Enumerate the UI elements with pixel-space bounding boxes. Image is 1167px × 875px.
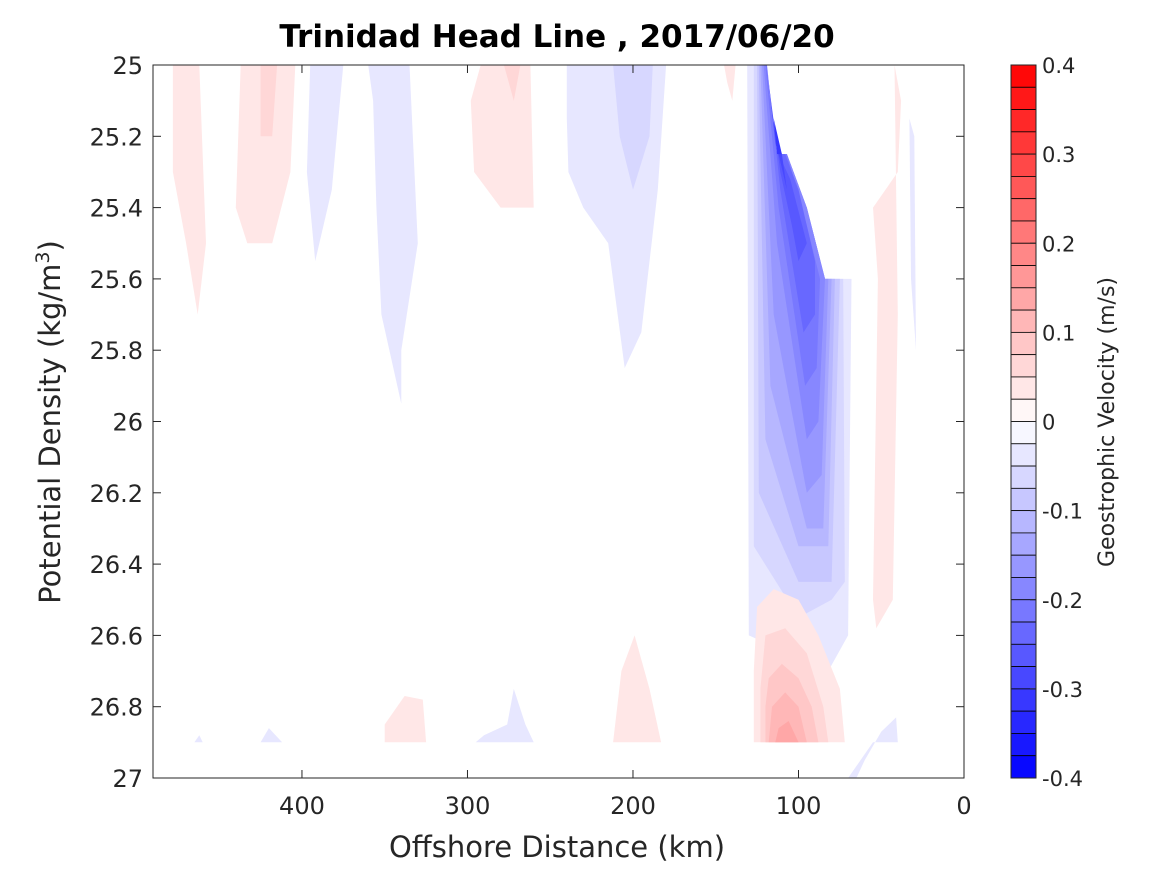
y-axis-label-main: Potential Density (kg/m xyxy=(33,264,67,604)
colorbar-segment xyxy=(1010,487,1037,512)
x-axis-label: Offshore Distance (km) xyxy=(389,830,725,864)
colorbar-segment xyxy=(1010,242,1037,266)
colorbar-segment xyxy=(1010,354,1037,378)
contour-region xyxy=(172,65,206,315)
colorbar-segment xyxy=(1010,554,1037,578)
y-tick-label: 25.8 xyxy=(90,337,143,365)
y-tick-label: 25.4 xyxy=(90,195,143,223)
y-tick-label: 26.4 xyxy=(90,551,143,579)
chart-title: Trinidad Head Line , 2017/06/20 xyxy=(279,19,834,55)
colorbar-segment xyxy=(1010,220,1037,244)
colorbar-segment xyxy=(1010,421,1037,445)
colorbar-segment xyxy=(1010,443,1037,467)
x-tick-label: 400 xyxy=(279,792,325,820)
colorbar-segment xyxy=(1010,510,1037,534)
y-axis-label-superscript: 3 xyxy=(32,251,54,263)
contour-region xyxy=(566,65,667,368)
contour-fill-layer xyxy=(172,65,916,778)
y-axis: 25 25.2 25.4 25.6 25.8 26 26.2 26.4 26.6 26.8 27 xyxy=(90,52,964,793)
y-tick-label: 25.6 xyxy=(90,266,143,294)
colorbar-segment xyxy=(1010,599,1037,623)
colorbar-segment xyxy=(1010,287,1037,311)
contour-region xyxy=(194,735,203,743)
colorbar-segment xyxy=(1010,465,1037,489)
contour-region xyxy=(873,65,902,629)
colorbar-segment xyxy=(1010,331,1037,356)
x-tick-label: 200 xyxy=(610,792,656,820)
colorbar-segment xyxy=(1010,198,1037,222)
contour-region xyxy=(768,82,807,262)
contour-region xyxy=(613,65,653,190)
y-tick-label: 26.2 xyxy=(90,480,143,508)
colorbar-segment xyxy=(1010,532,1037,556)
colorbar-segment xyxy=(1010,376,1037,400)
contour-region xyxy=(306,65,344,262)
colorbar-segment xyxy=(1010,265,1037,289)
y-tick-label: 26.8 xyxy=(90,694,143,722)
y-tick-label: 26.6 xyxy=(90,622,143,650)
colorbar-tick-label: 0.2 xyxy=(1042,232,1075,256)
y-tick-label: 25.2 xyxy=(90,123,143,151)
contour-region xyxy=(260,65,278,137)
colorbar-segment xyxy=(1010,86,1037,110)
x-axis: 400 300 200 100 0 xyxy=(279,65,972,820)
y-tick-label: 27 xyxy=(112,765,143,793)
contour-region xyxy=(475,688,534,743)
colorbar-segment xyxy=(1010,755,1037,779)
colorbar-segment xyxy=(1010,64,1037,88)
colorbar-tick-label: -0.2 xyxy=(1042,589,1083,613)
colorbar-segment xyxy=(1010,733,1037,757)
colorbar-tick-label: 0.4 xyxy=(1042,54,1075,78)
contour-region xyxy=(773,118,782,155)
colorbar-segment xyxy=(1010,109,1037,133)
y-tick-label: 25 xyxy=(112,52,143,80)
colorbar-segment xyxy=(1010,153,1037,177)
contour-region xyxy=(775,721,799,743)
colorbar xyxy=(1010,64,1037,779)
colorbar-segment xyxy=(1010,621,1037,645)
colorbar-segment xyxy=(1010,176,1037,200)
colorbar-segment xyxy=(1010,688,1037,712)
contour-region xyxy=(470,65,534,208)
contour-region xyxy=(368,65,418,404)
y-axis-label: Potential Density (kg/m3) xyxy=(32,240,67,604)
colorbar-tick-label: -0.4 xyxy=(1042,767,1083,791)
colorbar-segment xyxy=(1010,710,1037,734)
contour-region xyxy=(770,100,787,190)
colorbar-tick-label: 0.3 xyxy=(1042,143,1075,167)
contour-region xyxy=(909,118,916,351)
y-axis-label-end: ) xyxy=(33,240,67,251)
colorbar-tick-label: 0.1 xyxy=(1042,321,1075,345)
y-tick-label: 26 xyxy=(112,409,143,437)
contour-region xyxy=(260,728,283,743)
x-tick-label: 300 xyxy=(445,792,491,820)
contour-region xyxy=(848,717,898,778)
colorbar-ticks: 0.4 0.3 0.2 0.1 0 -0.1 -0.2 -0.3 -0.4 xyxy=(1030,54,1083,791)
colorbar-segment xyxy=(1010,309,1037,333)
contour-region xyxy=(235,65,296,244)
colorbar-label: Geostrophic Velocity (m/s) xyxy=(1095,277,1120,567)
colorbar-segment xyxy=(1010,577,1037,601)
colorbar-segment xyxy=(1010,131,1037,155)
colorbar-tick-label: -0.3 xyxy=(1042,678,1083,702)
contour-region xyxy=(503,65,521,101)
colorbar-segment xyxy=(1010,666,1037,690)
colorbar-segment xyxy=(1010,643,1037,667)
contour-region xyxy=(724,65,736,101)
colorbar-tick-label: 0 xyxy=(1042,411,1055,435)
contour-region xyxy=(384,696,427,743)
colorbar-segment xyxy=(1010,398,1037,422)
colorbar-tick-label: -0.1 xyxy=(1042,500,1083,524)
x-tick-label: 100 xyxy=(776,792,822,820)
contour-region xyxy=(613,635,662,743)
x-tick-label: 0 xyxy=(956,792,971,820)
